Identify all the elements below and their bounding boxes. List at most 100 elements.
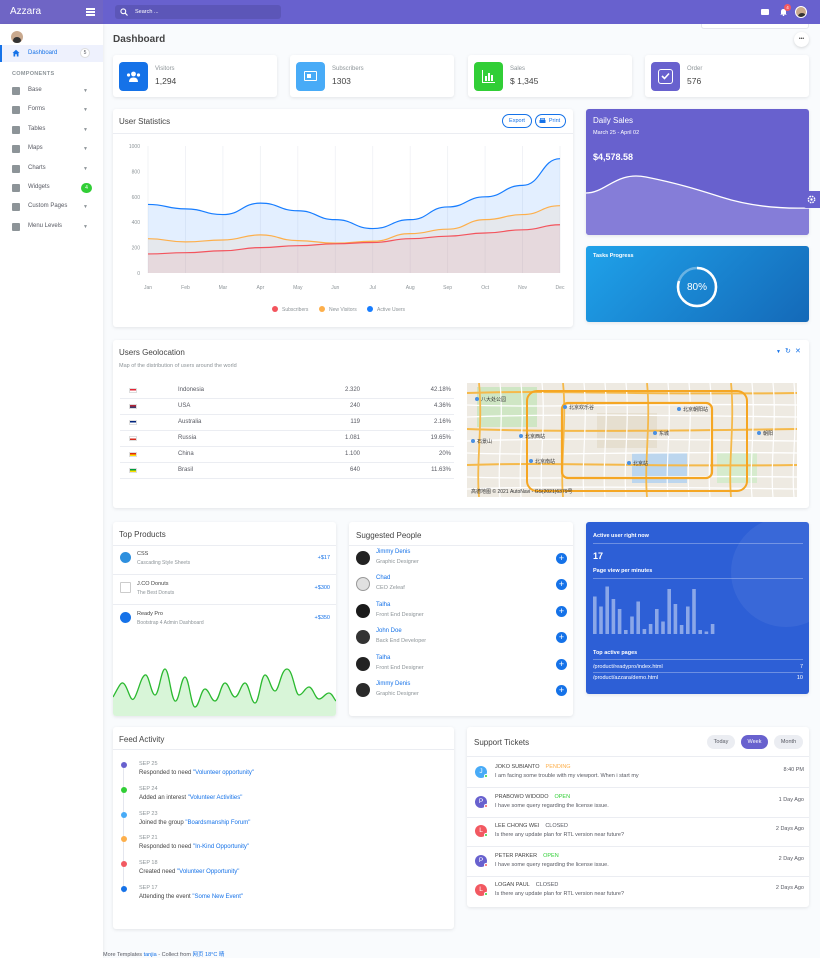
sidebar-item-label: Maps	[28, 145, 43, 152]
x-tick-label: Mar	[219, 285, 228, 291]
notification-badge: 4	[784, 4, 791, 11]
user-percent: 2.16%	[433, 419, 451, 425]
suggested-people-title: Suggested People	[356, 531, 422, 540]
footer-link[interactable]: tanjia	[143, 952, 157, 958]
caret-down-icon: ▼	[83, 88, 88, 94]
person-name[interactable]: Chad	[376, 575, 391, 582]
feed-link[interactable]: "In-Kind Opportunity"	[193, 844, 250, 851]
section-heading: COMPONENTS	[12, 71, 55, 77]
top-page-path[interactable]: /product/azzara/demo.html	[593, 675, 659, 681]
sidebar-item-tables[interactable]: Tables ▼	[0, 121, 103, 140]
person-name[interactable]: Talha	[376, 601, 391, 608]
desktop-icon	[12, 184, 20, 192]
user-avatar[interactable]	[795, 6, 807, 18]
daily-sales-title: Daily Sales	[593, 116, 634, 125]
caret-down-icon: ▼	[83, 223, 88, 230]
tab-today[interactable]: Today	[707, 735, 735, 749]
users-icon	[119, 62, 148, 91]
settings-gear-button[interactable]	[803, 191, 820, 208]
tab-week[interactable]: Week	[741, 735, 768, 749]
sidebar-item-base[interactable]: Base ▼	[0, 82, 103, 101]
top-page-path[interactable]: /product/readypro/index.html	[593, 664, 663, 670]
divider	[349, 545, 573, 546]
sidebar-item-forms[interactable]: Forms ▼	[0, 101, 103, 120]
feed-link[interactable]: "Volunteer Opportunity"	[177, 869, 240, 876]
newspaper-icon	[296, 62, 325, 91]
sidebar-badge: 4	[81, 183, 92, 193]
feed-link[interactable]: "Volunteer opportunity"	[193, 770, 255, 776]
collapse-icon[interactable]: ▼	[776, 349, 781, 355]
map-road	[540, 383, 544, 497]
x-tick-label: Apr	[256, 285, 264, 291]
legend-label: Active Users	[377, 307, 406, 313]
top-page-count: 7	[799, 664, 803, 670]
more-options-button[interactable]: •••	[794, 32, 809, 47]
x-tick-label: Sep	[443, 285, 452, 291]
search-box[interactable]: Search ...	[115, 5, 281, 19]
timeline-dot	[121, 886, 127, 892]
person-name[interactable]: Jimmy Denis	[376, 549, 411, 555]
ticket-status: OPEN	[543, 852, 559, 859]
feed-link[interactable]: "Volunteer Activities"	[187, 794, 243, 801]
stat-label: Sales	[510, 66, 526, 72]
ticket-name: JOKO SUBIANTO	[495, 764, 540, 770]
person-role: Graphic Designer	[376, 691, 419, 697]
stat-card-visitors: Visitors 1,294	[113, 55, 277, 97]
series-line	[147, 205, 561, 244]
search-icon	[120, 8, 128, 16]
sidebar-item-dashboard[interactable]: Dashboard 5	[0, 45, 103, 62]
map-label: 北京欢乐谷	[569, 404, 594, 411]
pageview-bar	[698, 630, 702, 634]
product-value: +$300	[314, 585, 330, 591]
user-percent: 20%	[438, 451, 451, 457]
sidebar-avatar[interactable]	[11, 31, 23, 43]
add-person-button[interactable]: +	[556, 605, 567, 617]
logo[interactable]: Azzara	[10, 6, 42, 17]
table-row: USA 240 4.36%	[120, 399, 454, 415]
sidebar-item-custom-pages[interactable]: Custom Pages ▼	[0, 198, 103, 217]
stat-value: 1303	[332, 76, 351, 86]
suggested-people-card	[349, 522, 573, 716]
footer-link[interactable]: 网页	[192, 952, 206, 958]
print-button[interactable]: Print	[535, 114, 566, 128]
add-person-button[interactable]: +	[556, 553, 567, 564]
flag-icon	[129, 436, 137, 441]
legend-label: New Visitors	[329, 307, 357, 313]
ticket-message[interactable]: Is there any update plan for RTL version…	[495, 891, 625, 898]
envelope-icon[interactable]	[761, 9, 769, 15]
feed-link[interactable]: "Some New Event"	[192, 894, 243, 900]
ticket-message[interactable]: I am facing some trouble with my viewpor…	[495, 773, 639, 779]
ticket-status: CLOSED	[535, 882, 559, 889]
avatar	[356, 577, 370, 592]
search-input[interactable]: Search ...	[135, 9, 159, 15]
sidebar-item-menu-levels[interactable]: Menu Levels ▼	[0, 218, 103, 237]
close-icon[interactable]: ✕	[795, 348, 801, 355]
sidebar-item-widgets[interactable]: Widgets 4	[0, 179, 103, 198]
export-button[interactable]: Export	[502, 114, 532, 128]
geolocation-map[interactable]: 八大处公园 北京欢乐谷 北京朝阳站 北京西站 北京南站 北京站 石景山 朝阳 东城 高德地图 ©…	[467, 383, 797, 497]
sidebar-item-maps[interactable]: Maps ▼	[0, 140, 103, 159]
tab-month[interactable]: Month	[774, 735, 803, 749]
add-person-button[interactable]: +	[556, 685, 567, 696]
add-person-button[interactable]: +	[556, 658, 567, 670]
map-road	[477, 383, 482, 497]
ticket-message[interactable]: Is there any update plan for RTL version…	[495, 832, 625, 839]
feed-link[interactable]: "Boardsmanship Forum"	[185, 819, 251, 826]
person-name[interactable]: Talha	[376, 654, 391, 661]
person-name[interactable]: Jimmy Denis	[376, 681, 411, 687]
map-road	[729, 383, 734, 497]
refresh-icon[interactable]: ↻	[785, 348, 791, 355]
menu-toggle-icon[interactable]	[86, 7, 95, 16]
add-person-button[interactable]: +	[556, 579, 567, 591]
person-name[interactable]: John Doe	[376, 628, 402, 635]
feed-date: SEP 17	[139, 885, 158, 891]
legend-marker	[367, 306, 373, 312]
add-person-button[interactable]: +	[556, 632, 567, 644]
product-subtitle: Bootstrap 4 Admin Dashboard	[137, 620, 204, 626]
sidebar-item-charts[interactable]: Charts ▼	[0, 160, 103, 179]
ticket-message[interactable]: I have some query regarding the license …	[495, 861, 609, 868]
pageview-bar	[704, 631, 709, 634]
ticket-message[interactable]: I have some query regarding the license …	[495, 802, 609, 809]
support-tickets-title: Support Tickets	[474, 738, 530, 747]
ticket-date: 2 Day Ago	[778, 855, 804, 862]
